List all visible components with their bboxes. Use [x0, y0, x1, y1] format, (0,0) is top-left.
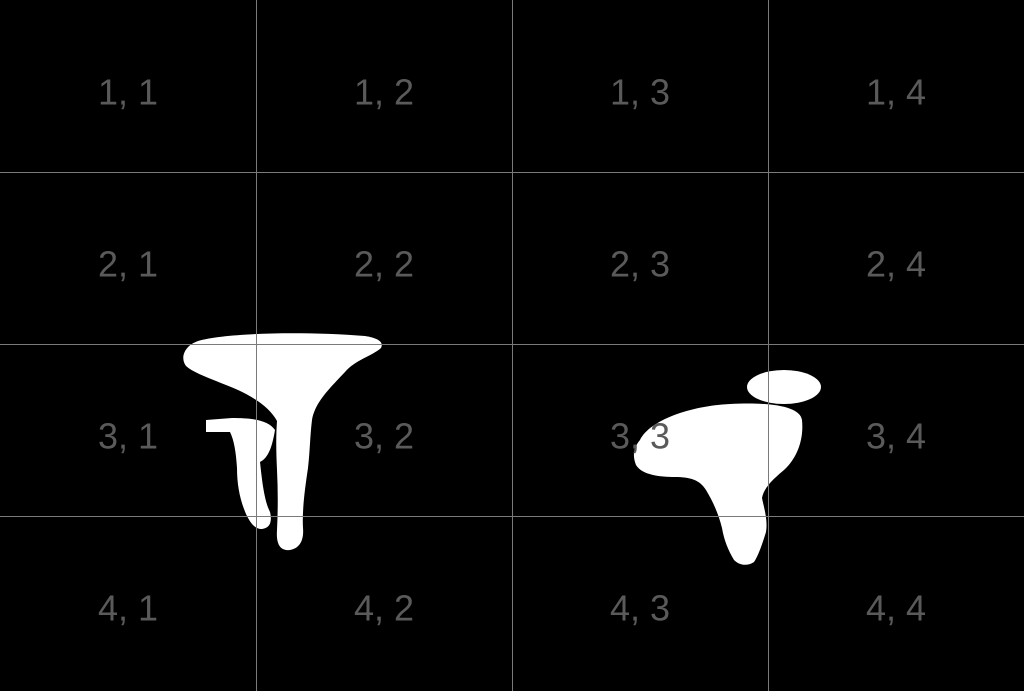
mask-shape-left-cap	[183, 333, 382, 551]
cell-label: 2, 1	[98, 244, 158, 285]
cell-label: 4, 1	[98, 588, 158, 629]
cell-label: 3, 1	[98, 416, 158, 457]
cell-labels: 1, 1 1, 2 1, 3 1, 4 2, 1 2, 2 2, 3 2, 4 …	[98, 72, 926, 629]
cell-label: 2, 3	[610, 244, 670, 285]
cell-label: 1, 1	[98, 72, 158, 113]
cell-label: 2, 4	[866, 244, 926, 285]
cell-label: 4, 2	[354, 588, 414, 629]
cell-label: 4, 3	[610, 588, 670, 629]
mask-shape-left-stem	[206, 418, 275, 529]
mask-region-right	[633, 370, 821, 565]
mask-shape-right-top-blob	[747, 370, 821, 404]
mask-region-left	[183, 333, 382, 551]
cell-label: 3, 2	[354, 416, 414, 457]
cell-label: 4, 4	[866, 588, 926, 629]
cell-label: 3, 3	[610, 416, 670, 457]
cell-label: 1, 2	[354, 72, 414, 113]
cell-label: 2, 2	[354, 244, 414, 285]
cell-label: 1, 3	[610, 72, 670, 113]
cell-label: 1, 4	[866, 72, 926, 113]
cell-label: 3, 4	[866, 416, 926, 457]
mask-shape-right-body	[633, 403, 803, 565]
